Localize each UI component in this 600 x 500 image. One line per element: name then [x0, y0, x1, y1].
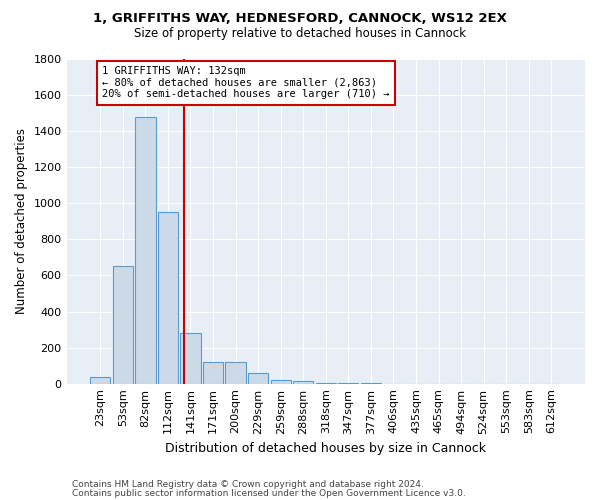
Bar — [113, 266, 133, 384]
Text: Contains public sector information licensed under the Open Government Licence v3: Contains public sector information licen… — [72, 488, 466, 498]
Bar — [90, 378, 110, 384]
X-axis label: Distribution of detached houses by size in Cannock: Distribution of detached houses by size … — [165, 442, 486, 455]
Y-axis label: Number of detached properties: Number of detached properties — [15, 128, 28, 314]
Bar — [226, 362, 246, 384]
Text: 1 GRIFFITHS WAY: 132sqm
← 80% of detached houses are smaller (2,863)
20% of semi: 1 GRIFFITHS WAY: 132sqm ← 80% of detache… — [102, 66, 389, 100]
Bar — [135, 116, 155, 384]
Bar — [293, 381, 313, 384]
Bar — [203, 362, 223, 384]
Bar — [181, 333, 200, 384]
Text: 1, GRIFFITHS WAY, HEDNESFORD, CANNOCK, WS12 2EX: 1, GRIFFITHS WAY, HEDNESFORD, CANNOCK, W… — [93, 12, 507, 26]
Bar — [271, 380, 291, 384]
Bar — [158, 212, 178, 384]
Text: Contains HM Land Registry data © Crown copyright and database right 2024.: Contains HM Land Registry data © Crown c… — [72, 480, 424, 489]
Text: Size of property relative to detached houses in Cannock: Size of property relative to detached ho… — [134, 28, 466, 40]
Bar — [248, 373, 268, 384]
Bar — [316, 383, 336, 384]
